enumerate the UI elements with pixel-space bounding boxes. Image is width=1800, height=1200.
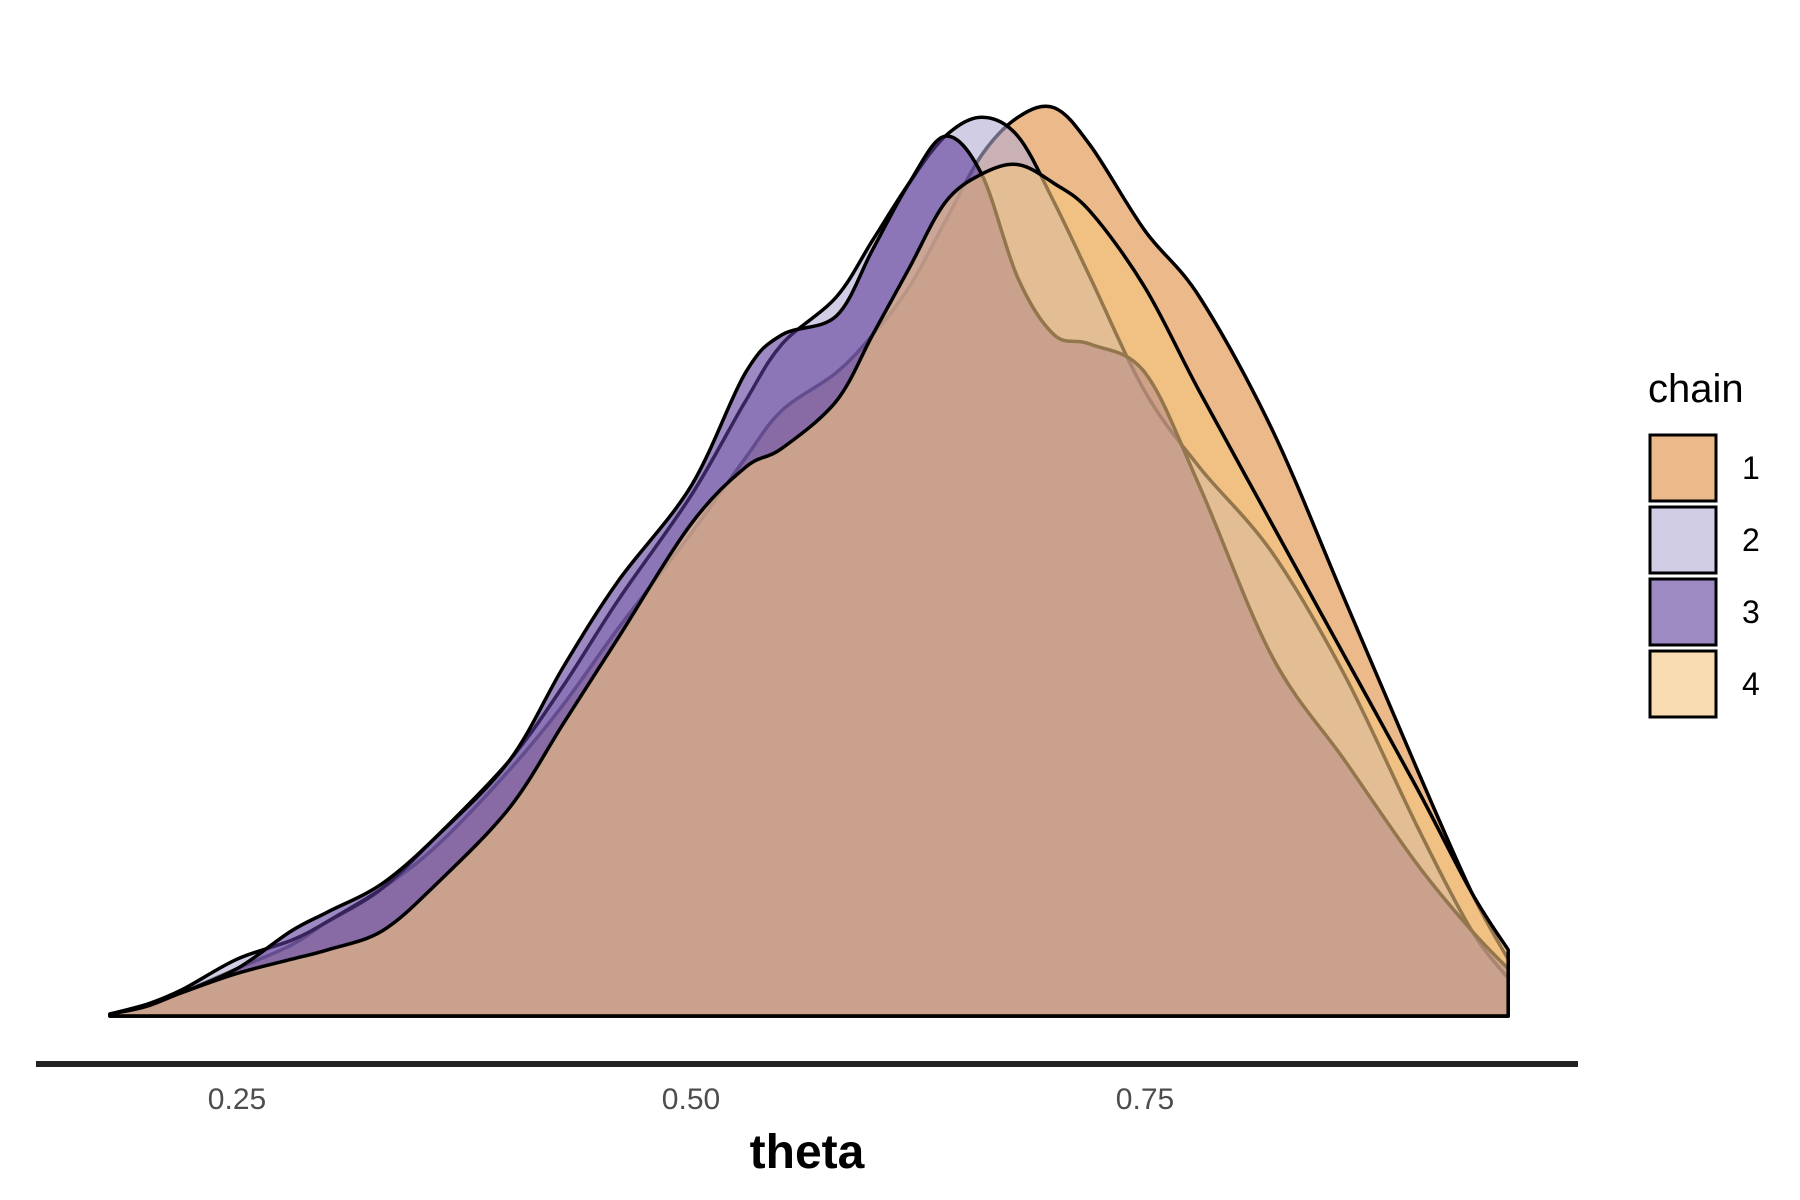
- x-axis-ticks: 0.25 0.50 0.75: [208, 1083, 1174, 1116]
- legend: chain 1 2 3 4: [1648, 367, 1760, 719]
- legend-swatch-chain-2: [1648, 505, 1718, 575]
- legend-swatch-chain-4: [1648, 649, 1718, 719]
- legend-label-chain-4: 4: [1742, 666, 1760, 702]
- x-tick-label: 0.50: [662, 1083, 720, 1116]
- legend-swatch-chain-1: [1648, 433, 1718, 503]
- x-axis-title: theta: [750, 1126, 865, 1179]
- legend-label-chain-1: 1: [1742, 450, 1760, 486]
- legend-title: chain: [1648, 367, 1744, 411]
- legend-swatch-chain-3: [1648, 577, 1718, 647]
- legend-label-chain-2: 2: [1742, 522, 1760, 558]
- x-tick-label: 0.75: [1116, 1083, 1174, 1116]
- density-area-chain-4: [108, 162, 1510, 1018]
- legend-items: 1 2 3 4: [1648, 433, 1760, 719]
- density-areas: [108, 104, 1510, 1018]
- legend-label-chain-3: 3: [1742, 594, 1760, 630]
- x-tick-label: 0.25: [208, 1083, 266, 1116]
